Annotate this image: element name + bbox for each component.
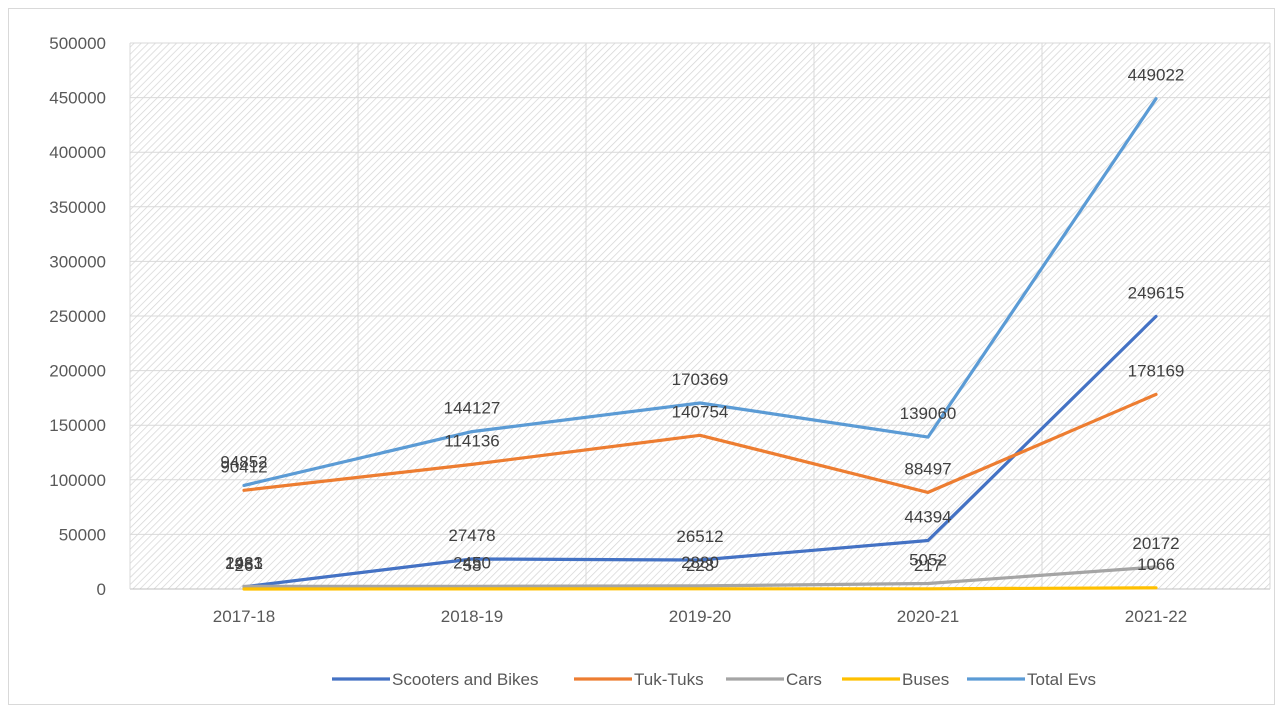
data-label: 2880 (681, 553, 719, 572)
y-tick-label: 250000 (49, 307, 106, 326)
legend-label: Buses (902, 670, 949, 689)
y-tick-label: 300000 (49, 252, 106, 271)
y-tick-label: 200000 (49, 362, 106, 381)
y-tick-label: 50000 (59, 525, 106, 544)
data-label: 249615 (1128, 283, 1185, 302)
data-labels: 1981 27478 26512 44394 249615 90412 114136 1407… (220, 66, 1184, 575)
data-label: 26 (235, 556, 254, 575)
x-tick-label: 2018-19 (441, 607, 503, 626)
data-label: 26512 (676, 527, 723, 546)
data-label: 170369 (672, 370, 729, 389)
data-label: 223 (686, 556, 714, 575)
series-line-tuk-tuks (242, 392, 1158, 494)
legend-label: Cars (786, 670, 822, 689)
y-tick-label: 450000 (49, 89, 106, 108)
series-line-total-evs (242, 97, 1158, 487)
y-tick-label: 100000 (49, 471, 106, 490)
legend-label: Scooters and Bikes (392, 670, 538, 689)
data-label: 1066 (1137, 555, 1175, 574)
series-line-cars (242, 565, 1158, 588)
series-line-scooters-and-bikes (242, 314, 1158, 589)
y-tick-label: 400000 (49, 143, 106, 162)
legend: Scooters and Bikes Tuk-Tuks Cars Buses Total… (332, 670, 1096, 689)
data-label: 27478 (448, 526, 495, 545)
data-label: 2433 (225, 553, 263, 572)
data-label: 90412 (220, 457, 267, 476)
data-label: 1981 (225, 554, 263, 573)
x-tick-label: 2021-22 (1125, 607, 1187, 626)
data-label: 94852 (220, 452, 267, 471)
data-label: 114136 (444, 431, 499, 450)
data-label: 178169 (1128, 361, 1185, 380)
y-tick-label: 0 (97, 580, 106, 599)
data-label: 139060 (900, 404, 957, 423)
y-tick-label: 350000 (49, 198, 106, 217)
x-axis: 2017-18 2018-19 2019-20 2020-21 2021-22 (213, 607, 1187, 626)
data-label: 217 (914, 556, 942, 575)
data-label: 449022 (1128, 66, 1185, 85)
y-tick-label: 500000 (49, 34, 106, 53)
x-tick-label: 2020-21 (897, 607, 959, 626)
data-label: 88497 (904, 459, 951, 478)
legend-label: Total Evs (1027, 670, 1096, 689)
gridlines (129, 42, 1271, 590)
y-axis: 0 50000 100000 150000 200000 250000 300000 3500… (49, 34, 106, 599)
data-label: 144127 (444, 399, 501, 418)
data-label: 2450 (453, 553, 491, 572)
data-label: 44394 (904, 508, 951, 527)
series-line-buses (242, 586, 1158, 591)
legend-label: Tuk-Tuks (634, 670, 704, 689)
data-label: 58 (463, 556, 482, 575)
data-label: 140754 (672, 402, 729, 421)
data-label: 5052 (909, 550, 947, 569)
x-tick-label: 2019-20 (669, 607, 731, 626)
x-tick-label: 2017-18 (213, 607, 275, 626)
data-label: 20172 (1132, 534, 1179, 553)
y-tick-label: 150000 (49, 416, 106, 435)
series-lines (242, 97, 1158, 591)
